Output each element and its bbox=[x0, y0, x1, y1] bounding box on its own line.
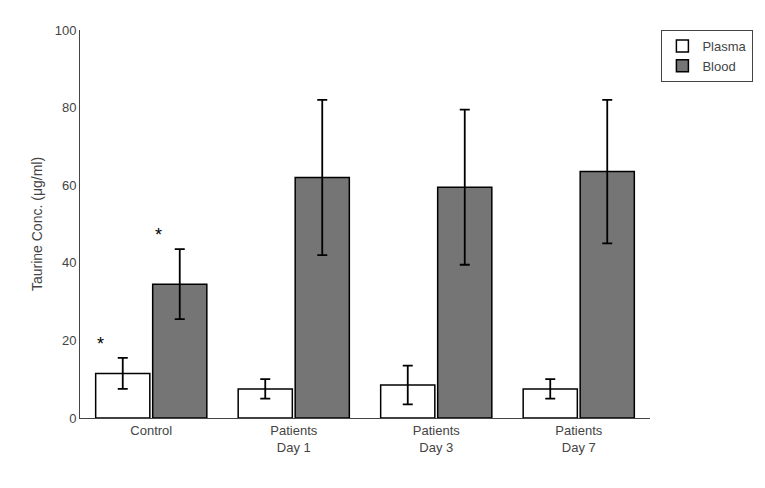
svg-text:100: 100 bbox=[55, 23, 77, 38]
svg-text:Control: Control bbox=[130, 423, 172, 438]
svg-text:*: * bbox=[97, 334, 104, 354]
svg-text:40: 40 bbox=[62, 255, 76, 270]
svg-text:80: 80 bbox=[62, 100, 76, 115]
svg-text:PatientsDay 1: PatientsDay 1 bbox=[270, 423, 317, 455]
svg-text:PatientsDay 3: PatientsDay 3 bbox=[413, 423, 460, 455]
svg-text:60: 60 bbox=[62, 178, 76, 193]
svg-text:0: 0 bbox=[69, 411, 76, 426]
svg-text:Taurine Conc. (μg/ml): Taurine Conc. (μg/ml) bbox=[29, 157, 45, 291]
svg-text:*: * bbox=[155, 225, 162, 245]
svg-text:Plasma: Plasma bbox=[702, 39, 746, 54]
svg-text:20: 20 bbox=[62, 333, 76, 348]
svg-text:PatientsDay 7: PatientsDay 7 bbox=[555, 423, 602, 455]
svg-text:Blood: Blood bbox=[702, 59, 735, 74]
